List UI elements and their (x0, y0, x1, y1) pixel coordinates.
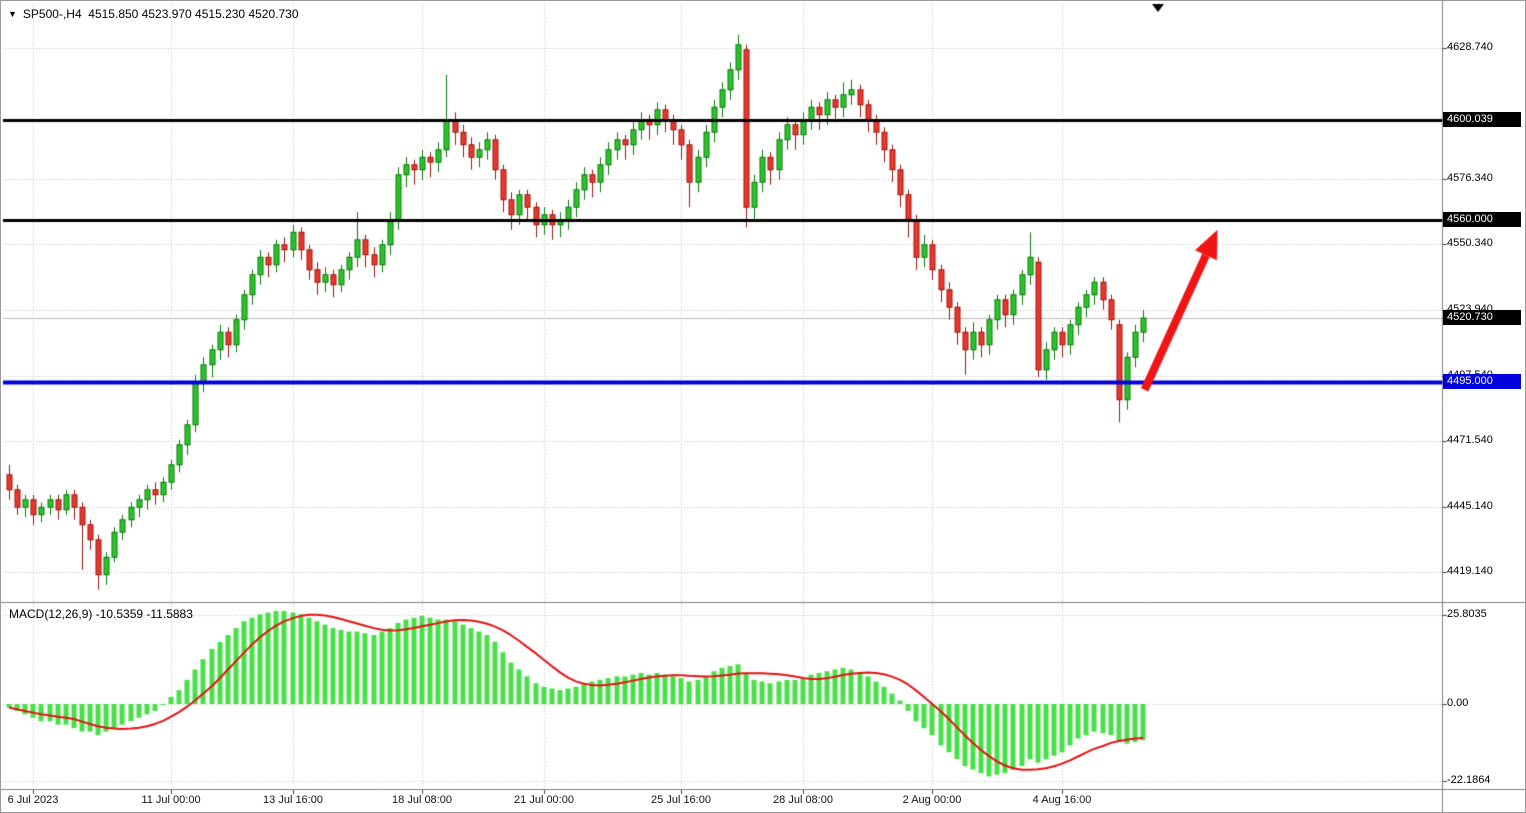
price-axis-label: 4628.740 (1447, 41, 1493, 53)
time-axis-label: 11 Jul 00:00 (141, 794, 201, 806)
symbol-info-text: SP500-,H4 4515.850 4523.970 4515.230 452… (22, 7, 299, 21)
bid-price-flag: 4520.730 (1443, 310, 1521, 325)
time-axis-label: 4 Aug 16:00 (1032, 794, 1092, 806)
time-axis-label: 25 Jul 16:00 (651, 794, 711, 806)
time-axis-label: 13 Jul 16:00 (263, 794, 323, 806)
time-axis-label: 28 Jul 08:00 (773, 794, 833, 806)
price-axis-label: 4576.340 (1447, 172, 1493, 184)
macd-axis-label: -22.1864 (1447, 774, 1491, 786)
price-axis-label: 4445.140 (1447, 500, 1493, 512)
macd-axis-label: 25.8035 (1447, 608, 1487, 620)
price-axis-label: 4471.540 (1447, 434, 1493, 446)
symbol-info: ▼ SP500-,H4 4515.850 4523.970 4515.230 4… (8, 7, 299, 21)
triangle-down-icon: ▼ (8, 8, 17, 19)
macd-indicator-label: MACD(12,26,9) -10.5359 -11.5883 (9, 607, 193, 621)
time-axis-label: 21 Jul 00:00 (514, 794, 574, 806)
price-level-flag[interactable]: 4495.000 (1443, 374, 1521, 389)
macd-axis-label: 0.00 (1447, 697, 1469, 709)
price-axis-label: 4419.140 (1447, 565, 1493, 577)
price-axis-label: 4550.340 (1447, 237, 1493, 249)
price-level-flag[interactable]: 4560.000 (1443, 212, 1521, 227)
time-axis-label: 18 Jul 08:00 (392, 794, 452, 806)
price-level-flag[interactable]: 4600.039 (1443, 112, 1521, 127)
time-axis-label: 6 Jul 2023 (7, 794, 59, 806)
time-axis-label: 2 Aug 00:00 (902, 794, 962, 806)
